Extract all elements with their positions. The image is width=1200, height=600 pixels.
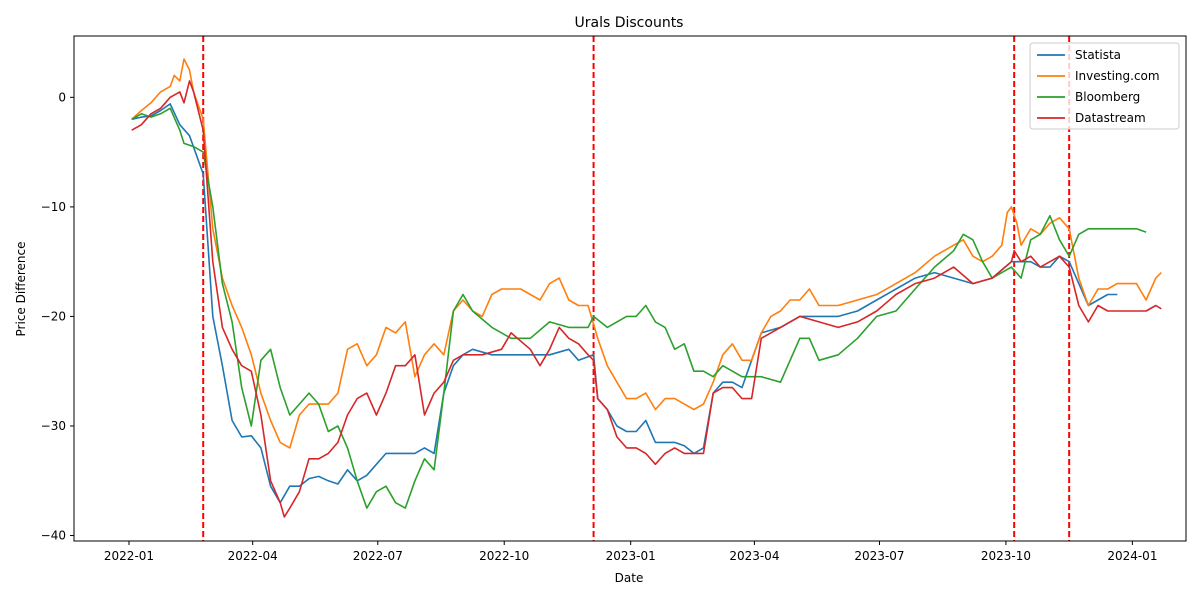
series-line-investing-com — [131, 58, 1162, 449]
legend-box — [1029, 42, 1180, 130]
x-tick-label-1: 2022-04 — [228, 549, 278, 563]
x-tick-label-0: 2022-01 — [104, 549, 154, 563]
plot-frame — [73, 35, 1187, 542]
legend-label-1: Investing.com — [1075, 69, 1160, 83]
legend-label-3: Datastream — [1075, 111, 1146, 125]
x-axis: 2022-01 2022-04 2022-07 2022-10 2023-01 2023-… — [104, 541, 1157, 563]
x-tick-label-2: 2022-07 — [353, 549, 403, 563]
series-line-bloomberg — [131, 107, 1147, 509]
y-tick-label-2: −20 — [41, 309, 66, 323]
x-tick-label-8: 2024-01 — [1107, 549, 1157, 563]
y-axis: 0 −10 −20 −30 −40 — [41, 90, 74, 543]
x-tick-label-7: 2023-10 — [981, 549, 1031, 563]
x-axis-title: Date — [615, 571, 644, 585]
x-tick-label-4: 2023-01 — [606, 549, 656, 563]
legend-label-0: Statista — [1075, 48, 1121, 62]
x-tick-label-6: 2023-07 — [854, 549, 904, 563]
y-tick-label-4: −40 — [41, 529, 66, 543]
series-line-statista — [131, 103, 1118, 504]
y-axis-title: Price Difference — [14, 242, 28, 337]
x-tick-label-3: 2022-10 — [479, 549, 529, 563]
series-line-datastream — [131, 80, 1162, 518]
y-tick-label-0: 0 — [58, 90, 66, 104]
y-tick-label-3: −30 — [41, 419, 66, 433]
chart-title: Urals Discounts — [575, 15, 684, 31]
x-tick-label-5: 2023-04 — [729, 549, 779, 563]
legend: Statista Investing.com Bloomberg Datastream — [1029, 42, 1180, 130]
series-lines — [131, 58, 1162, 518]
y-tick-label-1: −10 — [41, 200, 66, 214]
legend-label-2: Bloomberg — [1075, 90, 1140, 104]
